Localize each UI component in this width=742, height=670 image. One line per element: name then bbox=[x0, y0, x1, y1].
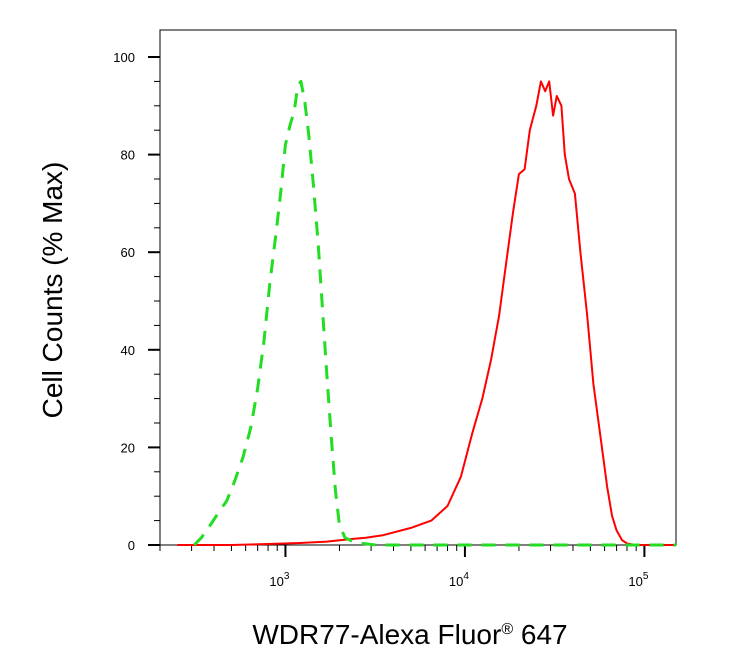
series-line-1 bbox=[177, 80, 676, 546]
y-tick-label: 40 bbox=[121, 343, 135, 358]
y-axis: 0 20 40 60 80 100 bbox=[113, 50, 160, 553]
y-tick-label: 80 bbox=[121, 148, 135, 163]
x-tick-label: 104 bbox=[449, 571, 469, 589]
plot-frame bbox=[159, 29, 677, 546]
x-tick-label: 103 bbox=[269, 571, 289, 589]
series-layer bbox=[177, 79, 676, 547]
y-tick-label: 60 bbox=[121, 245, 135, 260]
x-axis-title-main: WDR77-Alexa Fluor bbox=[252, 619, 501, 650]
y-tick-label: 20 bbox=[121, 440, 135, 455]
y-tick-label: 100 bbox=[113, 50, 135, 65]
x-axis-title-suffix: 647 bbox=[513, 619, 568, 650]
y-axis-title: Cell Counts (% Max) bbox=[37, 162, 68, 419]
x-axis-title: WDR77-Alexa Fluor® 647 bbox=[252, 619, 567, 650]
series-line-2 bbox=[193, 79, 676, 547]
y-tick-label: 0 bbox=[128, 538, 135, 553]
x-axis: 103 104 105 bbox=[159, 545, 649, 589]
x-tick-label: 105 bbox=[628, 571, 648, 589]
x-axis-title-superscript: ® bbox=[501, 621, 513, 638]
